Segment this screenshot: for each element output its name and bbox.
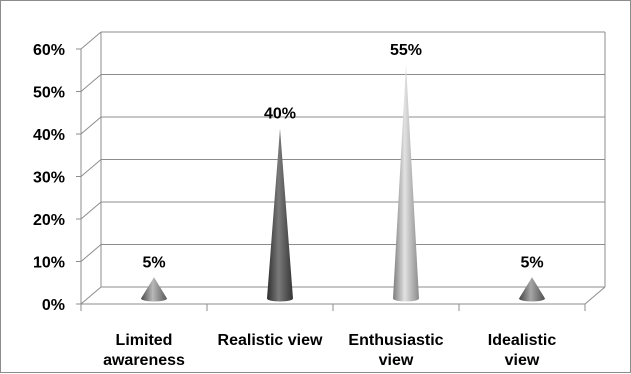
cone-2 bbox=[267, 128, 293, 302]
y-tick-label: 40% bbox=[33, 127, 65, 144]
gridline-side bbox=[80, 74, 102, 92]
y-tick-label: 10% bbox=[33, 255, 65, 272]
cone-4 bbox=[519, 277, 546, 302]
gridline-side bbox=[80, 286, 102, 305]
gridline-side bbox=[80, 201, 102, 220]
gridline-side bbox=[80, 159, 102, 177]
y-tick-label: 30% bbox=[33, 170, 65, 187]
category-label: Idealistic bbox=[488, 332, 557, 349]
floor-right-edge bbox=[584, 286, 606, 305]
x-axis-ticks bbox=[80, 304, 586, 311]
data-labels: 5% 40% 55% 5% bbox=[142, 42, 543, 272]
category-label: Enthusiastic bbox=[348, 332, 443, 349]
cone-body bbox=[141, 277, 167, 302]
data-label: 40% bbox=[264, 106, 296, 123]
cone-body bbox=[267, 128, 293, 302]
category-label: awareness bbox=[103, 352, 185, 369]
data-label: 5% bbox=[520, 254, 543, 271]
category-label: Realistic view bbox=[218, 332, 324, 349]
cone-body bbox=[519, 277, 546, 302]
data-label: 5% bbox=[142, 254, 165, 271]
category-label: view bbox=[379, 352, 414, 369]
y-tick-label: 60% bbox=[33, 42, 65, 59]
cone-3 bbox=[393, 64, 419, 302]
gridlines bbox=[80, 31, 605, 305]
gridline-side bbox=[80, 116, 102, 135]
category-label: view bbox=[505, 352, 540, 369]
data-label: 55% bbox=[390, 42, 422, 59]
gridline-side bbox=[80, 244, 102, 262]
y-axis-tick-labels: 0% 10% 20% 30% 40% 50% 60% bbox=[33, 42, 65, 314]
y-tick-label: 50% bbox=[33, 85, 65, 102]
cone-1 bbox=[141, 277, 167, 302]
gridline-side bbox=[80, 31, 102, 50]
cones bbox=[141, 64, 546, 302]
category-label: Limited bbox=[116, 332, 173, 349]
y-tick-label: 0% bbox=[42, 297, 65, 314]
cone-body bbox=[393, 64, 419, 302]
category-labels: Limited awareness Realistic view Enthusiast… bbox=[103, 332, 556, 369]
y-tick-label: 20% bbox=[33, 212, 65, 229]
